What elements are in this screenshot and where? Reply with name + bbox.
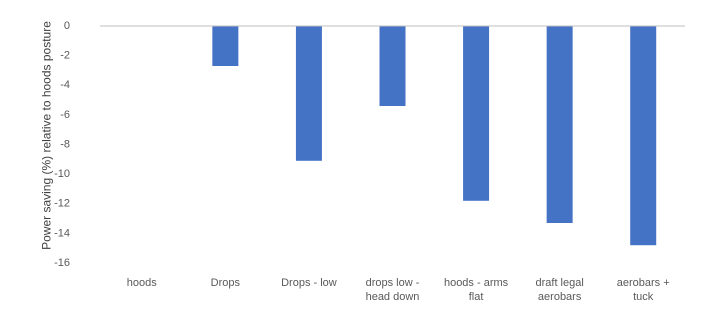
bar — [630, 26, 657, 246]
x-tick-label: draft legal aerobars — [535, 277, 584, 303]
bar — [463, 26, 490, 201]
y-tick-label: -8 — [60, 138, 70, 150]
x-tick-label: hoods — [126, 277, 157, 289]
y-tick-label: -12 — [54, 198, 70, 210]
y-tick-label: -4 — [60, 79, 70, 91]
y-tick-label: -16 — [54, 257, 70, 269]
y-tick-label: -14 — [54, 227, 70, 239]
y-tick-label: -6 — [60, 109, 70, 121]
y-tick-label: 0 — [64, 20, 70, 32]
bar — [379, 26, 406, 106]
x-tick-label: aerobars + tuck — [616, 277, 670, 303]
y-axis-label: Power saving (%) relative to hoods postu… — [39, 21, 54, 250]
bar — [212, 26, 239, 66]
bar — [295, 26, 322, 161]
bar — [546, 26, 573, 224]
y-tick-label: -2 — [60, 50, 70, 62]
x-tick-label: hoods - arms flat — [443, 277, 509, 303]
x-tick-label: Drops — [210, 277, 241, 289]
x-tick-label: drops low - head down — [365, 277, 420, 303]
y-tick-label: -10 — [54, 168, 70, 180]
x-tick-label: Drops - low — [281, 277, 337, 289]
